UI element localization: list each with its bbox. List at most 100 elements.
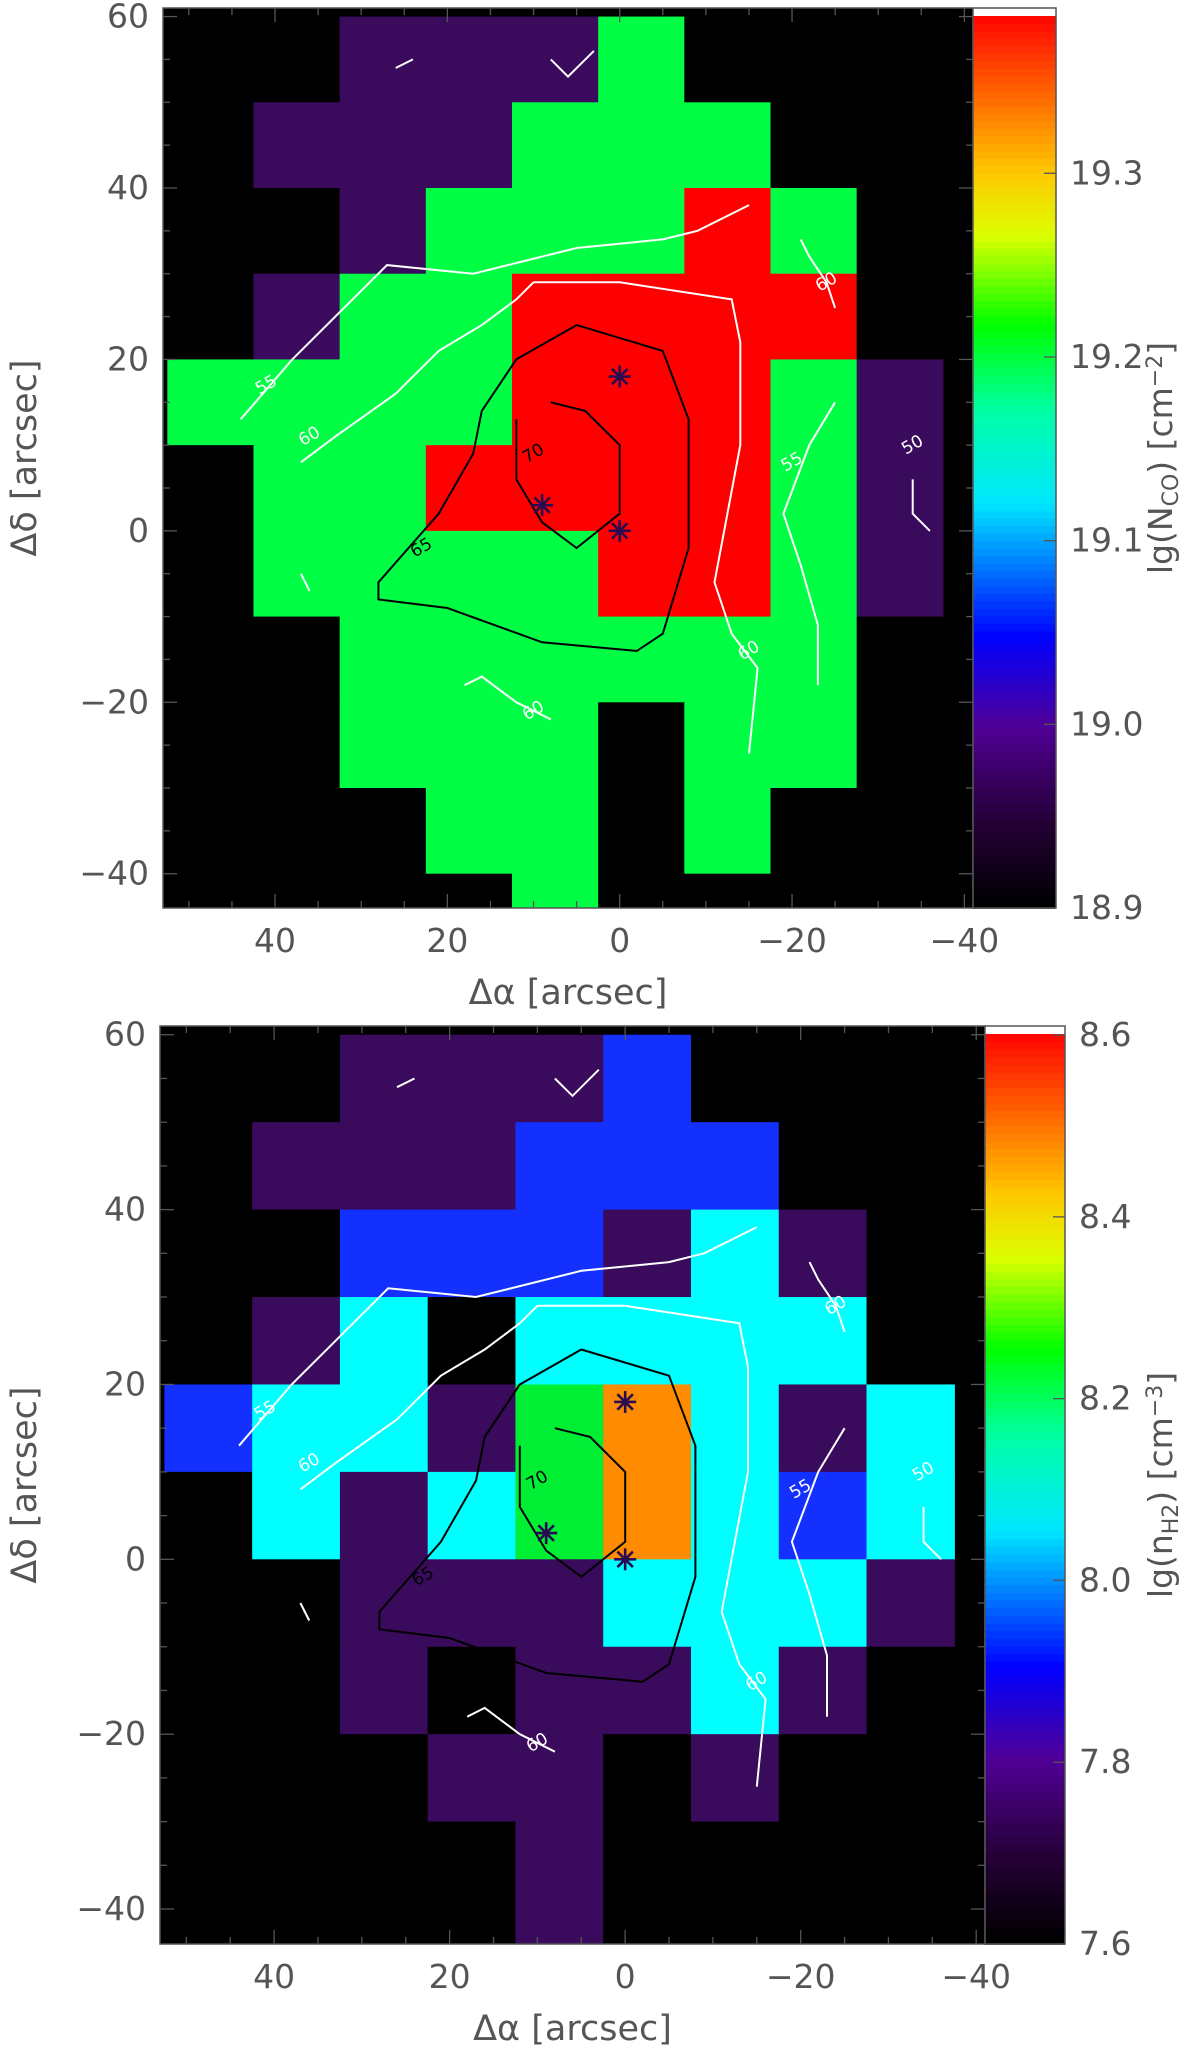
colorbar-band bbox=[973, 668, 1056, 677]
x-tick-label: 0 bbox=[609, 921, 630, 960]
colorbar-band bbox=[985, 1683, 1065, 1693]
colorbar-band bbox=[985, 1882, 1065, 1892]
colorbar-band bbox=[973, 30, 1056, 39]
heatmap-cell bbox=[164, 1122, 253, 1211]
colorbar-band bbox=[985, 1844, 1065, 1853]
heatmap-cell bbox=[598, 273, 685, 361]
heatmap-cell bbox=[167, 102, 255, 189]
heatmap-cell bbox=[252, 1297, 341, 1386]
colorbar-band bbox=[985, 1783, 1065, 1792]
heatmap-cell bbox=[427, 1034, 517, 1123]
heatmap-cell bbox=[856, 16, 944, 103]
x-tick-label: 40 bbox=[254, 921, 296, 960]
colorbar-tick-label: 8.0 bbox=[1079, 1560, 1131, 1599]
colorbar-cap bbox=[973, 8, 1056, 16]
colorbar-band bbox=[985, 1263, 1065, 1272]
colorbar-band bbox=[985, 1898, 1065, 1907]
colorbar-band bbox=[973, 270, 1056, 279]
colorbar-band bbox=[985, 1079, 1065, 1088]
heatmap-cell bbox=[164, 1384, 253, 1473]
colorbar-band bbox=[985, 1209, 1065, 1219]
contour-line bbox=[238, 1226, 758, 1447]
contour-line bbox=[464, 675, 552, 721]
contour-line bbox=[395, 58, 414, 69]
y-tick-label: −40 bbox=[76, 1889, 146, 1928]
heatmap-cell bbox=[515, 1122, 604, 1211]
colorbar-band bbox=[973, 810, 1056, 819]
heatmap-cell bbox=[515, 1821, 604, 1910]
colorbar: 19.3 19.2 19.1 19.0 18.9 lg(NCO) [cm−2] bbox=[972, 7, 1184, 927]
contour-line bbox=[466, 1706, 556, 1753]
heatmap-cell bbox=[427, 1384, 517, 1473]
heatmap-cell bbox=[778, 1122, 868, 1211]
heatmap-cell bbox=[598, 788, 685, 875]
colorbar-band bbox=[973, 728, 1056, 737]
heatmap-cell bbox=[425, 16, 513, 103]
colorbar-band bbox=[973, 195, 1056, 204]
heatmap-cell bbox=[856, 530, 944, 618]
colorbar-band bbox=[973, 293, 1056, 302]
colorbar-band bbox=[985, 1431, 1065, 1440]
colorbar-band bbox=[973, 593, 1056, 602]
colorbar-band bbox=[973, 750, 1056, 759]
colorbar-band bbox=[973, 720, 1056, 729]
heatmap-cell bbox=[511, 702, 599, 789]
colorbar-band bbox=[985, 1836, 1065, 1846]
colorbar-band bbox=[973, 420, 1056, 429]
heatmap-cell bbox=[866, 1646, 955, 1735]
colorbar-band bbox=[985, 1117, 1065, 1127]
colorbar-band bbox=[973, 795, 1056, 804]
contour-line bbox=[782, 401, 836, 686]
heatmap-cell bbox=[252, 1471, 341, 1560]
colorbar-tick-label: 19.0 bbox=[1070, 704, 1143, 743]
heatmap-cell bbox=[339, 445, 427, 532]
contour-line bbox=[790, 1427, 846, 1717]
contour-line bbox=[239, 204, 750, 421]
heatmap-cell bbox=[866, 1297, 955, 1386]
colorbar-frame bbox=[984, 1025, 1066, 1945]
colorbar-tick-label: 7.6 bbox=[1079, 1924, 1131, 1963]
colorbar-band bbox=[985, 1041, 1065, 1050]
colorbar-band bbox=[985, 1576, 1065, 1586]
colorbar-band bbox=[973, 488, 1056, 497]
heatmap-cell bbox=[684, 873, 772, 908]
heatmap-cell bbox=[778, 1646, 868, 1735]
colorbar-band bbox=[973, 315, 1056, 324]
colorbar-band bbox=[985, 1247, 1065, 1257]
colorbar-band bbox=[985, 1240, 1065, 1249]
heatmap-cell bbox=[866, 1559, 955, 1648]
colorbar-band bbox=[985, 1156, 1065, 1165]
colorbar-band bbox=[973, 60, 1056, 69]
colorbar-band bbox=[973, 900, 1056, 909]
heatmap-cell bbox=[167, 530, 255, 618]
colorbar-band bbox=[985, 1584, 1065, 1593]
colorbar-band bbox=[973, 465, 1056, 474]
heatmap-cell bbox=[167, 16, 255, 103]
heatmap-cell bbox=[425, 273, 513, 361]
colorbar-band bbox=[973, 383, 1056, 392]
colorbar-band bbox=[973, 713, 1056, 722]
heatmap-cell bbox=[253, 702, 341, 789]
colorbar-band bbox=[985, 1745, 1065, 1754]
colorbar-band bbox=[973, 653, 1056, 662]
heatmap-cell bbox=[684, 445, 772, 532]
colorbar-band bbox=[973, 158, 1056, 167]
colorbar-band bbox=[985, 1301, 1065, 1310]
colorbar-band bbox=[973, 345, 1056, 354]
heatmap-cell bbox=[856, 359, 944, 446]
colorbar-band bbox=[973, 698, 1056, 707]
contour-line bbox=[533, 281, 759, 754]
colorbar-band bbox=[973, 68, 1056, 77]
heatmap-cell bbox=[684, 102, 772, 189]
colorbar-band bbox=[985, 1630, 1065, 1639]
colorbar-band bbox=[985, 1385, 1065, 1394]
heatmap-cell bbox=[252, 1122, 341, 1211]
contour-line bbox=[299, 1602, 311, 1621]
colorbar-band bbox=[985, 1140, 1065, 1150]
colorbar-band bbox=[985, 1217, 1065, 1226]
colorbar-band bbox=[973, 405, 1056, 414]
heatmap-cell bbox=[253, 616, 341, 703]
colorbar-band bbox=[985, 1133, 1065, 1142]
colorbar-band bbox=[985, 1913, 1065, 1922]
